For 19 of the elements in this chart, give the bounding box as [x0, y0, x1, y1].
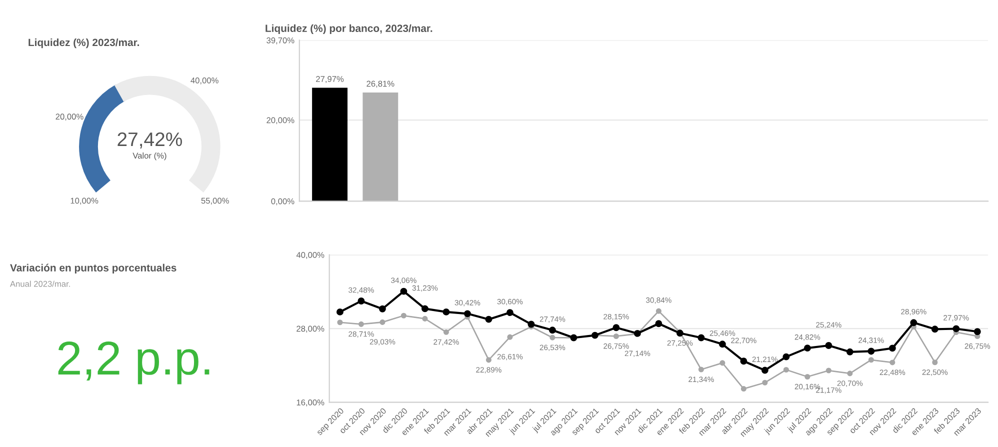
y-tick-label: 40,00%: [296, 252, 324, 259]
text: Variación en puntos porcentuales: [10, 264, 176, 274]
y-tick-label: 0,00%: [271, 198, 294, 206]
y-tick-label: 28,00%: [296, 326, 324, 333]
y-tick-label: 20,00%: [266, 117, 294, 124]
chart-title: Liquidez (%) por banco, 2023/mar.: [266, 24, 432, 34]
text: 27,42%: [118, 132, 182, 148]
data-label: 26,81%: [366, 80, 394, 88]
data-label: 2,2 p.p.: [58, 341, 210, 384]
text: 10,00%: [70, 198, 98, 205]
text: Valor (%): [132, 152, 166, 160]
text: 55,00%: [201, 198, 229, 205]
text: Anual 2023/mar.: [10, 280, 70, 287]
text: 20,00%: [56, 114, 84, 121]
chart-title: Liquidez (%) 2023/mar.: [28, 38, 139, 48]
y-tick-label: 16,00%: [296, 400, 324, 406]
data-label: 27,97%: [316, 76, 344, 83]
y-tick-label: 39,70%: [266, 37, 294, 44]
text: 40,00%: [190, 77, 218, 84]
